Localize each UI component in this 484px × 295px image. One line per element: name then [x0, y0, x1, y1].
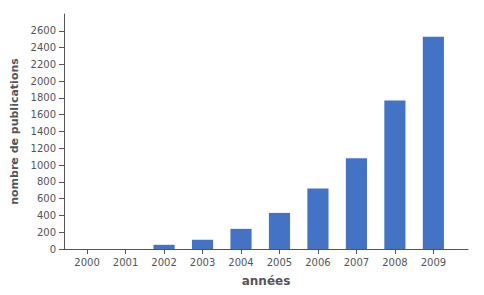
svg-text:1000: 1000 — [31, 160, 56, 171]
svg-text:2006: 2006 — [305, 257, 330, 268]
svg-text:1800: 1800 — [31, 92, 56, 103]
svg-text:600: 600 — [37, 193, 56, 204]
svg-text:2200: 2200 — [31, 59, 56, 70]
svg-text:2000: 2000 — [31, 76, 56, 87]
svg-text:1200: 1200 — [31, 143, 56, 154]
svg-text:2005: 2005 — [267, 257, 292, 268]
svg-text:0: 0 — [50, 244, 56, 255]
svg-text:2009: 2009 — [421, 257, 446, 268]
svg-text:2600: 2600 — [31, 25, 56, 36]
svg-text:2003: 2003 — [190, 257, 215, 268]
svg-text:2001: 2001 — [113, 257, 138, 268]
svg-text:2002: 2002 — [151, 257, 176, 268]
svg-text:années: années — [242, 274, 291, 288]
svg-text:2000: 2000 — [74, 257, 99, 268]
svg-text:1600: 1600 — [31, 109, 56, 120]
svg-text:2008: 2008 — [382, 257, 407, 268]
svg-text:nombre de publications: nombre de publications — [8, 58, 21, 205]
svg-text:2400: 2400 — [31, 42, 56, 53]
svg-text:800: 800 — [37, 176, 56, 187]
svg-text:2007: 2007 — [344, 257, 369, 268]
svg-text:200: 200 — [37, 227, 56, 238]
svg-text:400: 400 — [37, 210, 56, 221]
svg-text:1400: 1400 — [31, 126, 56, 137]
svg-text:2004: 2004 — [228, 257, 253, 268]
